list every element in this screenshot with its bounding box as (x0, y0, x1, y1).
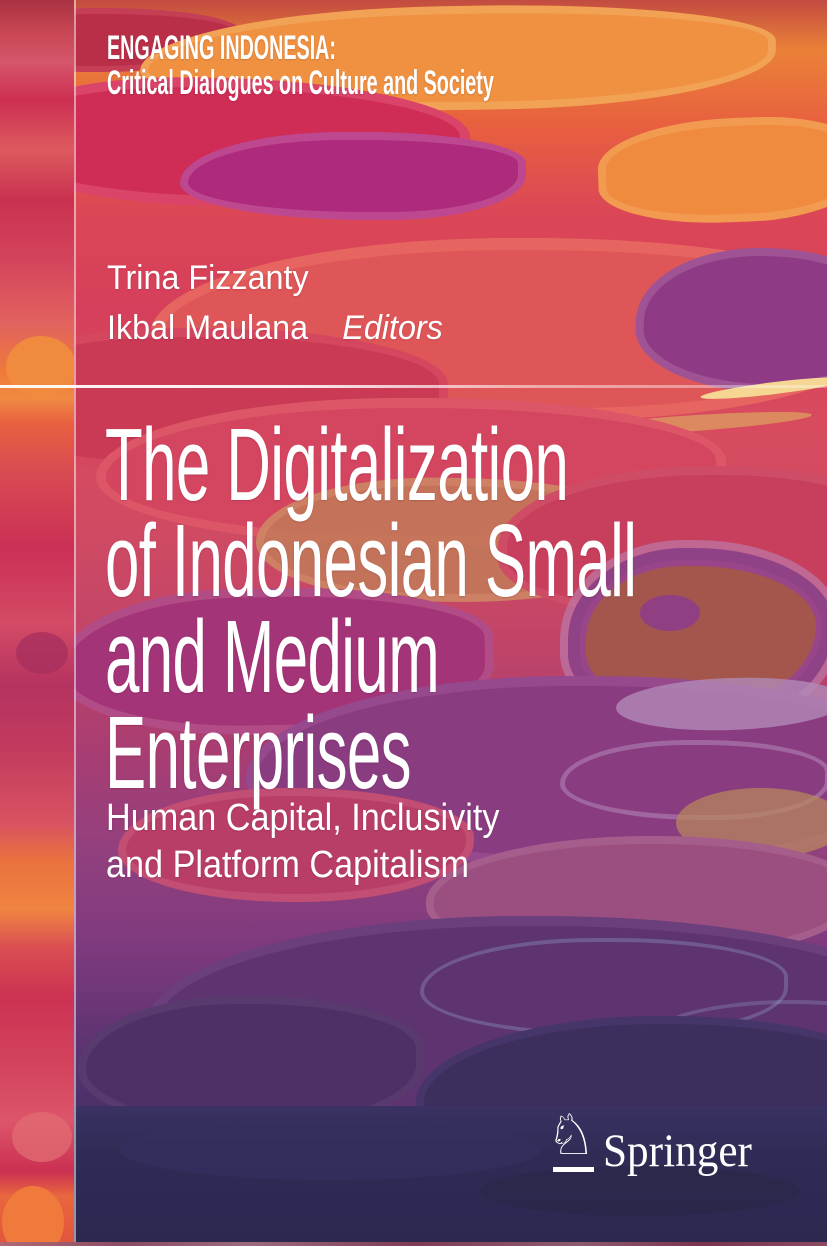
editor-name-2: Ikbal Maulana (107, 309, 309, 347)
springer-wordmark: Springer (603, 1125, 752, 1177)
marble-blob (6, 336, 74, 398)
marble-blob (480, 1166, 800, 1216)
horizontal-rule (0, 385, 827, 388)
marble-blob (12, 1112, 72, 1162)
editors-block: Trina Fizzanty Ikbal Maulana Editors (107, 253, 443, 353)
bottom-edge-strip (0, 1242, 827, 1246)
marble-blob (120, 1120, 540, 1180)
book-subtitle-line1: Human Capital, Inclusivity (106, 797, 500, 839)
editors-role-label: Editors (342, 309, 443, 347)
marble-blob (16, 632, 68, 674)
vertical-rule (74, 0, 76, 1246)
marble-blob (596, 113, 827, 227)
springer-logo-underline (553, 1167, 594, 1172)
cover-left-stripe (0, 0, 74, 1246)
book-subtitle: Human Capital, Inclusivity and Platform … (106, 795, 499, 889)
series-title: ENGAGING INDONESIA: Critical Dialogues o… (107, 31, 494, 101)
marble-blob (640, 595, 700, 631)
cover-bottom-band (0, 1106, 827, 1243)
springer-horse-icon: ♘ (546, 1103, 597, 1168)
book-title: The Digitalization of Indonesian Small a… (105, 407, 637, 810)
book-title-line3: and Medium (105, 599, 440, 714)
series-title-line1: ENGAGING INDONESIA: (107, 29, 336, 67)
editors-line-2: Ikbal Maulana Editors (107, 303, 443, 353)
book-title-line1: The Digitalization (105, 407, 569, 522)
editor-name-1: Trina Fizzanty (107, 259, 309, 297)
book-title-line4: Enterprises (105, 695, 412, 810)
series-title-line2: Critical Dialogues on Culture and Societ… (107, 64, 494, 102)
book-title-line2: of Indonesian Small (105, 503, 637, 618)
marble-blob (180, 132, 526, 220)
marble-blob (2, 1186, 64, 1246)
springer-logo: ♘ Springer (544, 1106, 784, 1186)
marble-blob (118, 788, 474, 902)
book-subtitle-line2: and Platform Capitalism (106, 844, 470, 886)
